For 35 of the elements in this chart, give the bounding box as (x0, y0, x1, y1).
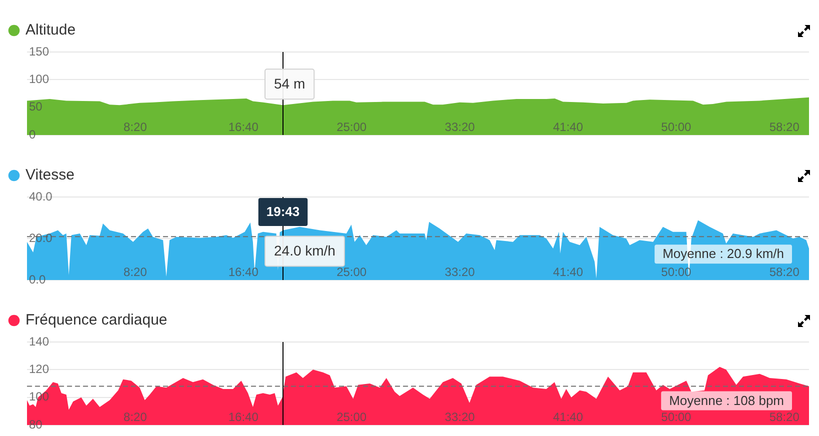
annotation: 19:43 (266, 204, 300, 220)
x-tick-label: 33:20 (444, 265, 476, 280)
x-tick-label: 16:40 (228, 410, 259, 424)
x-tick-label: 50:00 (661, 120, 692, 134)
y-tick-label: 140 (29, 334, 50, 348)
y-tick-label: 50 (29, 100, 43, 114)
data-label: 54 m (274, 75, 306, 92)
x-tick-label: 41:40 (552, 410, 584, 424)
y-tick-label: 150 (29, 44, 50, 58)
legend-label: Fréquence cardiaque (26, 312, 168, 329)
x-tick-label: 16:40 (228, 265, 259, 280)
x-tick-label: 25:00 (336, 410, 367, 424)
x-tick-label: 25:00 (336, 120, 367, 134)
x-tick-label: 8:20 (124, 265, 148, 280)
y-tick-label: 100 (29, 72, 50, 86)
x-tick-label: 58:20 (769, 410, 800, 424)
x-tick-label: 41:40 (552, 120, 584, 134)
y-tick-label: 40.0 (29, 189, 53, 204)
y-tick-label: 120 (29, 362, 50, 376)
x-tick-label: 25:00 (336, 265, 367, 280)
ref-line-label: Moyenne : 108 bpm (669, 392, 784, 408)
x-tick-label: 8:20 (124, 120, 148, 134)
ref-line-label: Moyenne : 20.9 km/h (662, 246, 784, 262)
x-tick-label: 58:20 (769, 120, 800, 134)
x-tick-label: 16:40 (228, 120, 259, 134)
data-label: 24.0 km/h (274, 242, 336, 259)
x-tick-label: 50:00 (661, 410, 692, 424)
x-tick-label: 33:20 (444, 120, 476, 134)
x-tick-label: 8:20 (124, 410, 148, 424)
x-tick-label: 33:20 (444, 410, 476, 424)
legend-label: Altitude (26, 22, 76, 39)
x-tick-label: 41:40 (552, 265, 584, 280)
x-tick-label: 58:20 (769, 265, 800, 280)
y-tick-label: 100 (29, 390, 50, 404)
legend-label: Vitesse (26, 166, 74, 184)
